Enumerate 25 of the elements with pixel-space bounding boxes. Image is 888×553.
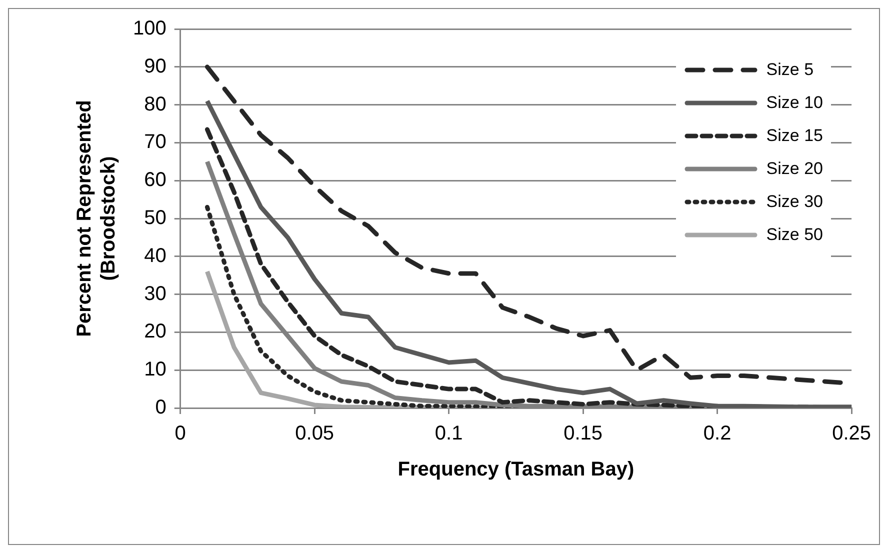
y-tick-label: 30 bbox=[144, 282, 166, 305]
x-tick-label: 0.1 bbox=[434, 422, 463, 445]
legend-label: Size 5 bbox=[766, 60, 814, 80]
legend-label: Size 20 bbox=[766, 158, 823, 178]
y-tick-label: 90 bbox=[144, 55, 166, 78]
x-tick-label: 0.25 bbox=[832, 422, 872, 445]
legend-label: Size 30 bbox=[766, 192, 823, 212]
y-tick-label: 70 bbox=[144, 131, 166, 154]
x-tick-label: 0.2 bbox=[703, 422, 732, 445]
y-tick-label: 10 bbox=[144, 358, 166, 381]
y-axis-title: Percent not Represented (Broodstock) bbox=[74, 100, 120, 337]
y-tick-label: 60 bbox=[144, 169, 166, 192]
legend-label: Size 50 bbox=[766, 224, 823, 244]
y-tick-label: 40 bbox=[144, 244, 166, 267]
y-tick-label: 50 bbox=[144, 207, 166, 230]
legend-label: Size 10 bbox=[766, 92, 823, 112]
y-tick-label: 80 bbox=[144, 93, 166, 116]
x-tick-label: 0.15 bbox=[564, 422, 603, 445]
legend-label: Size 15 bbox=[766, 126, 823, 146]
y-tick-label: 100 bbox=[132, 18, 166, 40]
x-tick-label: 0.05 bbox=[295, 422, 334, 445]
y-tick-label: 0 bbox=[155, 396, 166, 419]
x-tick-label: 0 bbox=[174, 422, 186, 445]
y-tick-label: 20 bbox=[144, 320, 166, 343]
x-axis-title: Frequency (Tasman Bay) bbox=[398, 458, 634, 481]
